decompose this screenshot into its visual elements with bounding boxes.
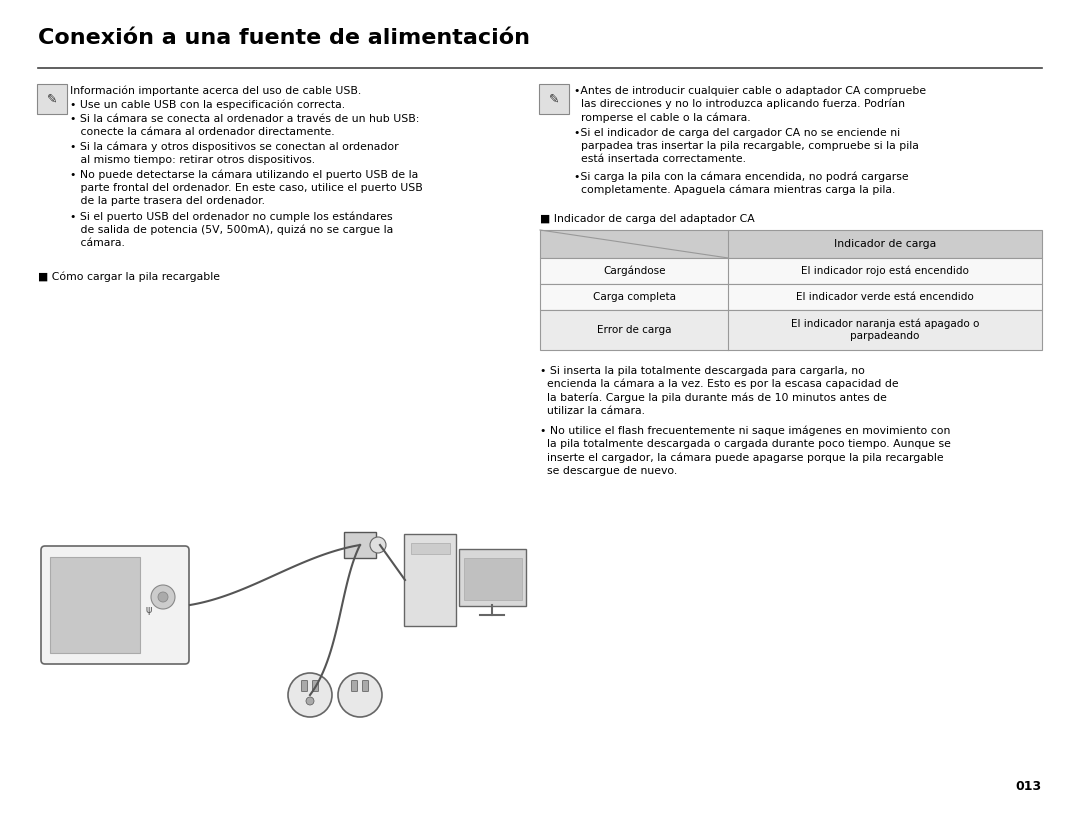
Text: ■ Indicador de carga del adaptador CA: ■ Indicador de carga del adaptador CA [540, 214, 755, 224]
FancyBboxPatch shape [363, 681, 368, 691]
Text: • No puede detectarse la cámara utilizando el puerto USB de la
   parte frontal : • No puede detectarse la cámara utilizan… [70, 170, 422, 206]
FancyBboxPatch shape [41, 546, 189, 664]
Text: •Antes de introducir cualquier cable o adaptador CA compruebe
  las direcciones : •Antes de introducir cualquier cable o a… [573, 86, 927, 123]
Text: Información importante acerca del uso de cable USB.: Información importante acerca del uso de… [70, 86, 361, 96]
FancyBboxPatch shape [404, 534, 456, 626]
FancyBboxPatch shape [301, 681, 308, 691]
Text: • Si la cámara y otros dispositivos se conectan al ordenador
   al mismo tiempo:: • Si la cámara y otros dispositivos se c… [70, 142, 399, 165]
Circle shape [151, 585, 175, 609]
Text: • Si el puerto USB del ordenador no cumple los estándares
   de salida de potenc: • Si el puerto USB del ordenador no cump… [70, 212, 393, 249]
FancyBboxPatch shape [37, 84, 67, 114]
Text: • No utilice el flash frecuentemente ni saque imágenes en movimiento con
  la pi: • No utilice el flash frecuentemente ni … [540, 426, 950, 476]
FancyBboxPatch shape [540, 230, 1042, 258]
Circle shape [338, 673, 382, 717]
FancyBboxPatch shape [540, 258, 1042, 284]
FancyBboxPatch shape [351, 681, 357, 691]
FancyBboxPatch shape [50, 557, 140, 653]
Text: ✎: ✎ [46, 92, 57, 105]
FancyBboxPatch shape [410, 543, 449, 553]
Text: El indicador verde está encendido: El indicador verde está encendido [796, 292, 974, 302]
Text: El indicador rojo está encendido: El indicador rojo está encendido [801, 266, 969, 276]
FancyBboxPatch shape [540, 284, 1042, 310]
Text: ✎: ✎ [549, 92, 559, 105]
Text: ■ Cómo cargar la pila recargable: ■ Cómo cargar la pila recargable [38, 271, 220, 281]
Text: ψ: ψ [146, 605, 152, 615]
Text: Indicador de carga: Indicador de carga [834, 239, 936, 249]
Text: Conexión a una fuente de alimentación: Conexión a una fuente de alimentación [38, 28, 530, 48]
Text: El indicador naranja está apagado o
parpadeando: El indicador naranja está apagado o parp… [791, 319, 980, 341]
Circle shape [370, 537, 386, 553]
Text: •Si carga la pila con la cámara encendida, no podrá cargarse
  completamente. Ap: •Si carga la pila con la cámara encendid… [573, 171, 908, 195]
Circle shape [158, 592, 168, 602]
FancyBboxPatch shape [459, 549, 526, 606]
Text: Carga completa: Carga completa [593, 292, 676, 302]
Text: • Si inserta la pila totalmente descargada para cargarla, no
  encienda la cámar: • Si inserta la pila totalmente descarga… [540, 366, 899, 416]
Text: •Si el indicador de carga del cargador CA no se enciende ni
  parpadea tras inse: •Si el indicador de carga del cargador C… [573, 129, 919, 164]
FancyBboxPatch shape [312, 681, 319, 691]
Text: 013: 013 [1016, 780, 1042, 793]
Text: • Si la cámara se conecta al ordenador a través de un hub USB:
   conecte la cám: • Si la cámara se conecta al ordenador a… [70, 114, 419, 137]
Text: Cargándose: Cargándose [603, 266, 665, 276]
Text: Error de carga: Error de carga [597, 325, 672, 335]
Circle shape [306, 697, 314, 705]
FancyBboxPatch shape [463, 557, 522, 600]
Text: • Use un cable USB con la especificación correcta.: • Use un cable USB con la especificación… [70, 99, 346, 110]
FancyBboxPatch shape [540, 310, 1042, 350]
FancyBboxPatch shape [345, 532, 376, 558]
Circle shape [288, 673, 332, 717]
FancyBboxPatch shape [539, 84, 569, 114]
